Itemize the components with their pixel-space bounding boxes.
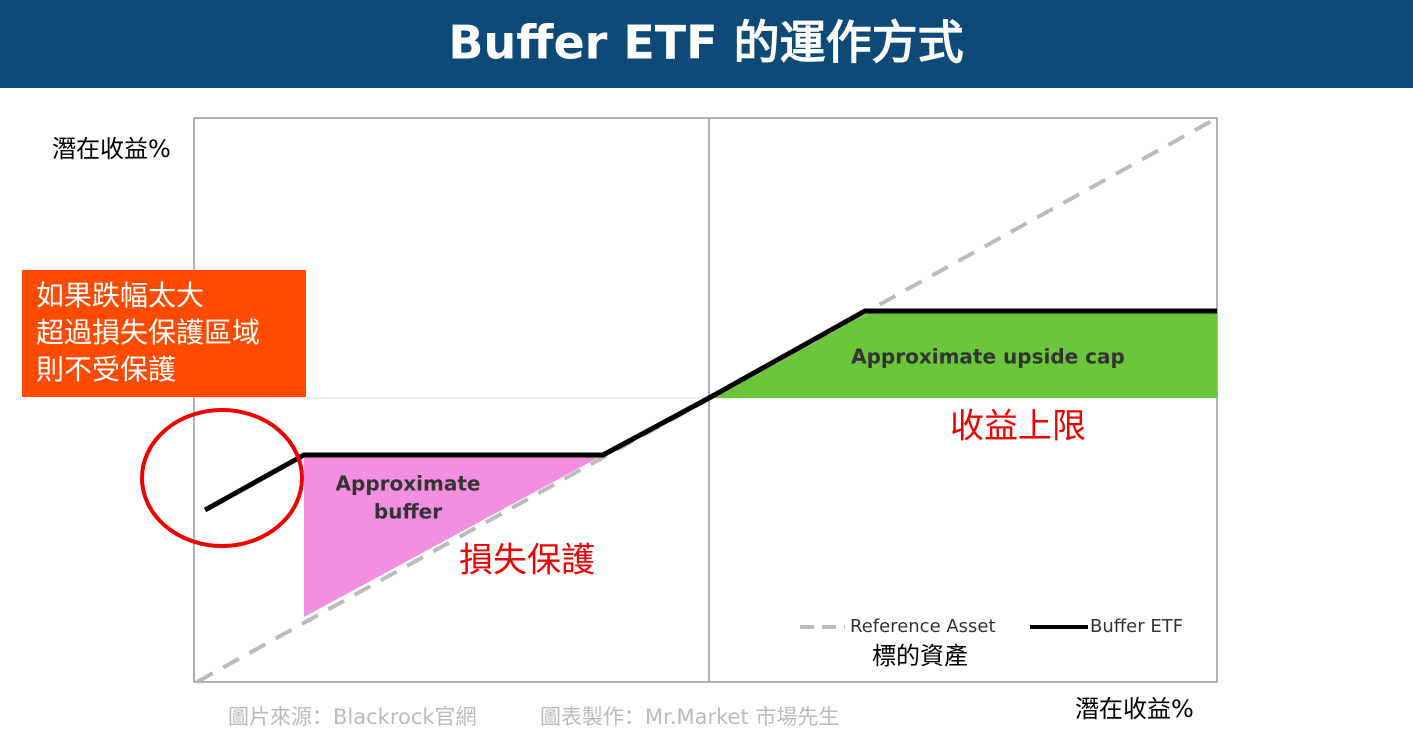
credit: 圖表製作：Mr.Market 市場先生 bbox=[540, 705, 839, 729]
source: 圖片來源：Blackrock官網 bbox=[228, 705, 477, 729]
buffer-label: buffer bbox=[374, 500, 442, 524]
warning-line: 則不受保護 bbox=[36, 353, 176, 386]
cap-label: Approximate upside cap bbox=[851, 345, 1125, 369]
cap-region bbox=[709, 311, 1217, 398]
warning-box bbox=[22, 270, 306, 397]
x-label: 潛在收益% bbox=[1075, 695, 1194, 723]
cap-note: 收益上限 bbox=[950, 407, 1086, 447]
warning-line: 如果跌幅太大 bbox=[36, 279, 204, 312]
legend-label: Buffer ETF bbox=[1090, 616, 1183, 637]
plot-frame bbox=[193, 117, 1218, 683]
title: Buffer ETF 的運作方式 bbox=[448, 16, 963, 70]
y-label: 潛在收益% bbox=[52, 135, 171, 163]
buffer-etf-line bbox=[203, 308, 1217, 513]
buffer-region bbox=[304, 455, 603, 617]
highlight-circle bbox=[140, 408, 304, 548]
header-bar bbox=[0, 0, 1413, 88]
buffer-note: 損失保護 bbox=[459, 541, 595, 581]
legend-label: Reference Asset bbox=[850, 616, 996, 637]
warning-line: 超過損失保護區域 bbox=[36, 316, 260, 349]
legend-note: 標的資產 bbox=[872, 642, 968, 670]
buffer-label: Approximate bbox=[336, 472, 481, 496]
